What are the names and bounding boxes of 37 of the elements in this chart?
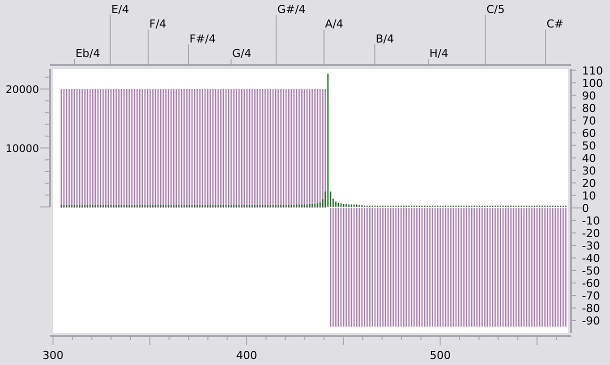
y2-tick-label: 110 xyxy=(582,64,603,78)
ref-line-label: A/4 xyxy=(325,18,344,31)
y2-tick-label: -10 xyxy=(582,214,600,228)
ref-line-label: B/4 xyxy=(376,32,394,46)
y-tick-label: 20000 xyxy=(6,84,39,96)
y2-tick-label: -90 xyxy=(582,314,600,328)
ref-line-label: G#/4 xyxy=(277,2,306,16)
ref-line-label: Eb/4 xyxy=(75,47,100,60)
y2-tick-label: 80 xyxy=(582,102,596,115)
y2-tick-label: -40 xyxy=(582,252,600,265)
y2-tick-label: 20 xyxy=(582,176,596,190)
y2-tick-label: -30 xyxy=(582,239,600,252)
y2-tick-label: 100 xyxy=(582,76,603,90)
ref-line-label: F#/4 xyxy=(190,32,216,46)
y2-tick-label: -80 xyxy=(582,302,600,315)
ref-line-label: F/4 xyxy=(149,18,166,31)
ref-line-label: C/5 xyxy=(486,2,505,16)
y2-tick-label: 30 xyxy=(582,164,596,178)
y2-tick-label: 70 xyxy=(582,114,596,128)
ref-line-label: H/4 xyxy=(429,47,448,60)
y2-tick-label: 10 xyxy=(582,189,596,202)
y2-tick-label: 90 xyxy=(582,89,596,102)
y2-tick-label: -50 xyxy=(582,264,600,278)
y2-tick-label: 60 xyxy=(582,126,596,140)
y2-tick-label: -20 xyxy=(582,226,600,240)
y2-tick-label: -70 xyxy=(582,289,600,302)
x-tick-label: 500 xyxy=(430,349,451,362)
y2-tick-label: 50 xyxy=(582,139,596,152)
ref-line-label: G/4 xyxy=(232,47,252,60)
y2-tick-label: -60 xyxy=(582,276,600,290)
x-tick-label: 300 xyxy=(42,349,64,362)
x-tick-label: 400 xyxy=(236,349,258,362)
y2-tick-label: 40 xyxy=(582,152,596,165)
y2-tick-label: 0 xyxy=(582,202,589,215)
y-tick-label: 10000 xyxy=(6,142,39,155)
ref-line-label: E/4 xyxy=(111,2,129,16)
ref-line-label: C# xyxy=(546,18,564,31)
